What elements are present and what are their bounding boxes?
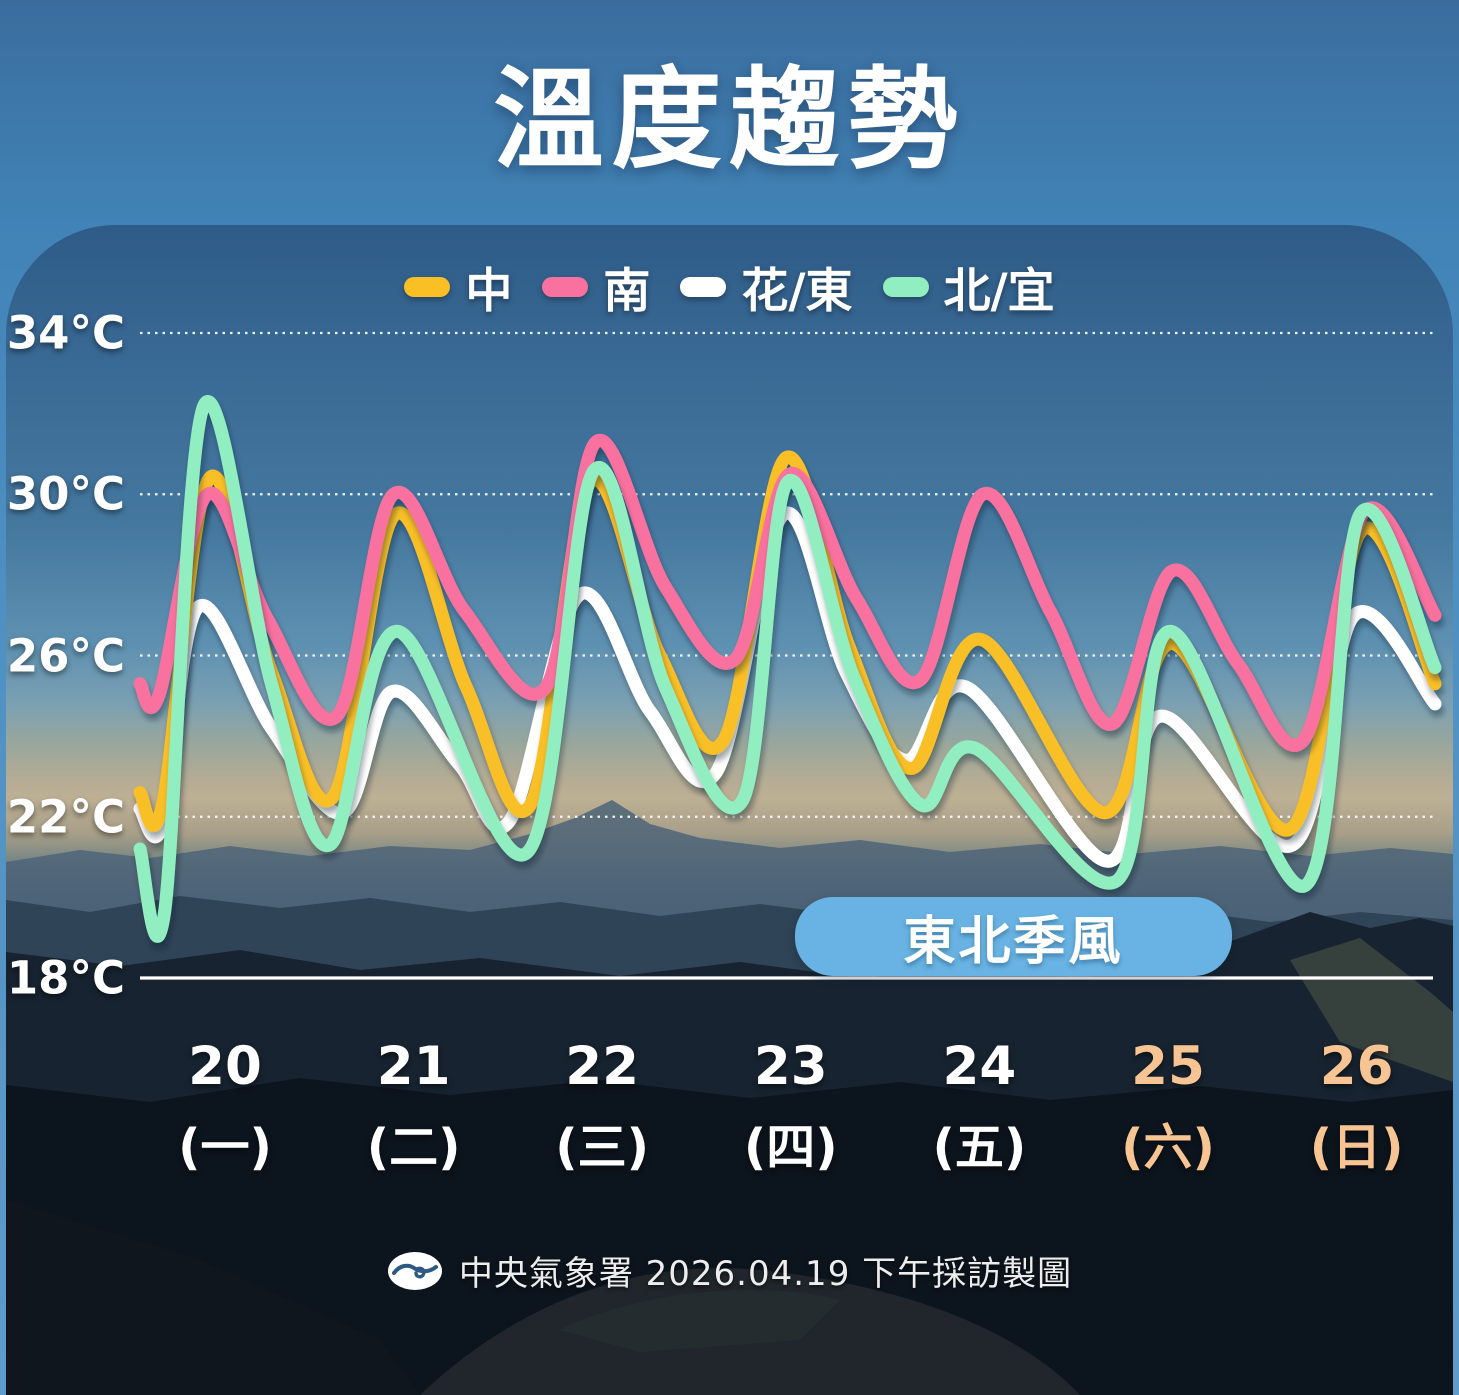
temp-series-南 (133, 433, 1442, 752)
page-title: 溫度趨勢 (493, 56, 966, 184)
legend-item-北/宜: 北/宜 (882, 252, 1055, 321)
day-label-22: 22 (565, 1036, 640, 1097)
day-label-24: 24 (942, 1036, 1017, 1097)
weekday-label-20: (一) (178, 1119, 272, 1176)
day-label-26: 26 (1319, 1036, 1394, 1097)
legend-swatch-icon (680, 276, 727, 297)
legend-label: 北/宜 (943, 264, 1055, 319)
weekday-label-22: (三) (555, 1119, 650, 1176)
legend-label: 南 (603, 264, 651, 319)
foreground-rock-highlight (560, 1290, 840, 1352)
legend-item-中: 中 (404, 252, 512, 321)
legend-swatch-icon (542, 276, 589, 297)
weekday-label-24: (五) (932, 1119, 1027, 1176)
footer: 中央氣象署 2026.04.19 下午採訪製圖 (0, 1246, 1459, 1295)
cwa-logo-icon (387, 1251, 442, 1290)
bottom-ridge (6, 1078, 1453, 1395)
day-label-23: 23 (753, 1036, 828, 1097)
y-axis-tick: 18°C (6, 951, 125, 1005)
weekday-label-23: (四) (743, 1119, 838, 1176)
temp-series-北/宜 (133, 395, 1442, 943)
y-axis-tick: 22°C (6, 790, 125, 844)
y-axis-tick: 34°C (6, 306, 125, 360)
y-axis-tick: 30°C (6, 467, 125, 521)
legend-swatch-icon (404, 276, 451, 297)
day-label-20: 20 (188, 1036, 262, 1097)
left-slope (6, 1200, 420, 1395)
day-label-25: 25 (1131, 1036, 1205, 1097)
weekday-label-21: (二) (366, 1119, 461, 1176)
monsoon-badge-label: 東北季風 (903, 912, 1124, 972)
weekday-label-26: (日) (1309, 1119, 1404, 1176)
monsoon-badge: 東北季風 (795, 897, 1232, 976)
weekday-label-25: (六) (1121, 1119, 1215, 1176)
y-axis-tick: 26°C (6, 629, 125, 682)
legend-label: 中 (465, 264, 513, 319)
series-group (133, 395, 1442, 943)
legend-swatch-icon (882, 276, 929, 297)
mountain-landscape (6, 800, 1453, 1395)
sunlit-slope (1290, 938, 1453, 1082)
footer-text: 中央氣象署 2026.04.19 下午採訪製圖 (458, 1254, 1073, 1294)
legend: 中 南 花/東 北/宜 (0, 252, 1459, 321)
legend-label: 花/東 (741, 264, 853, 319)
legend-item-花/東: 花/東 (680, 252, 853, 321)
legend-item-南: 南 (542, 252, 650, 321)
day-label-21: 21 (376, 1036, 451, 1097)
temp-series-花/東 (133, 506, 1442, 868)
